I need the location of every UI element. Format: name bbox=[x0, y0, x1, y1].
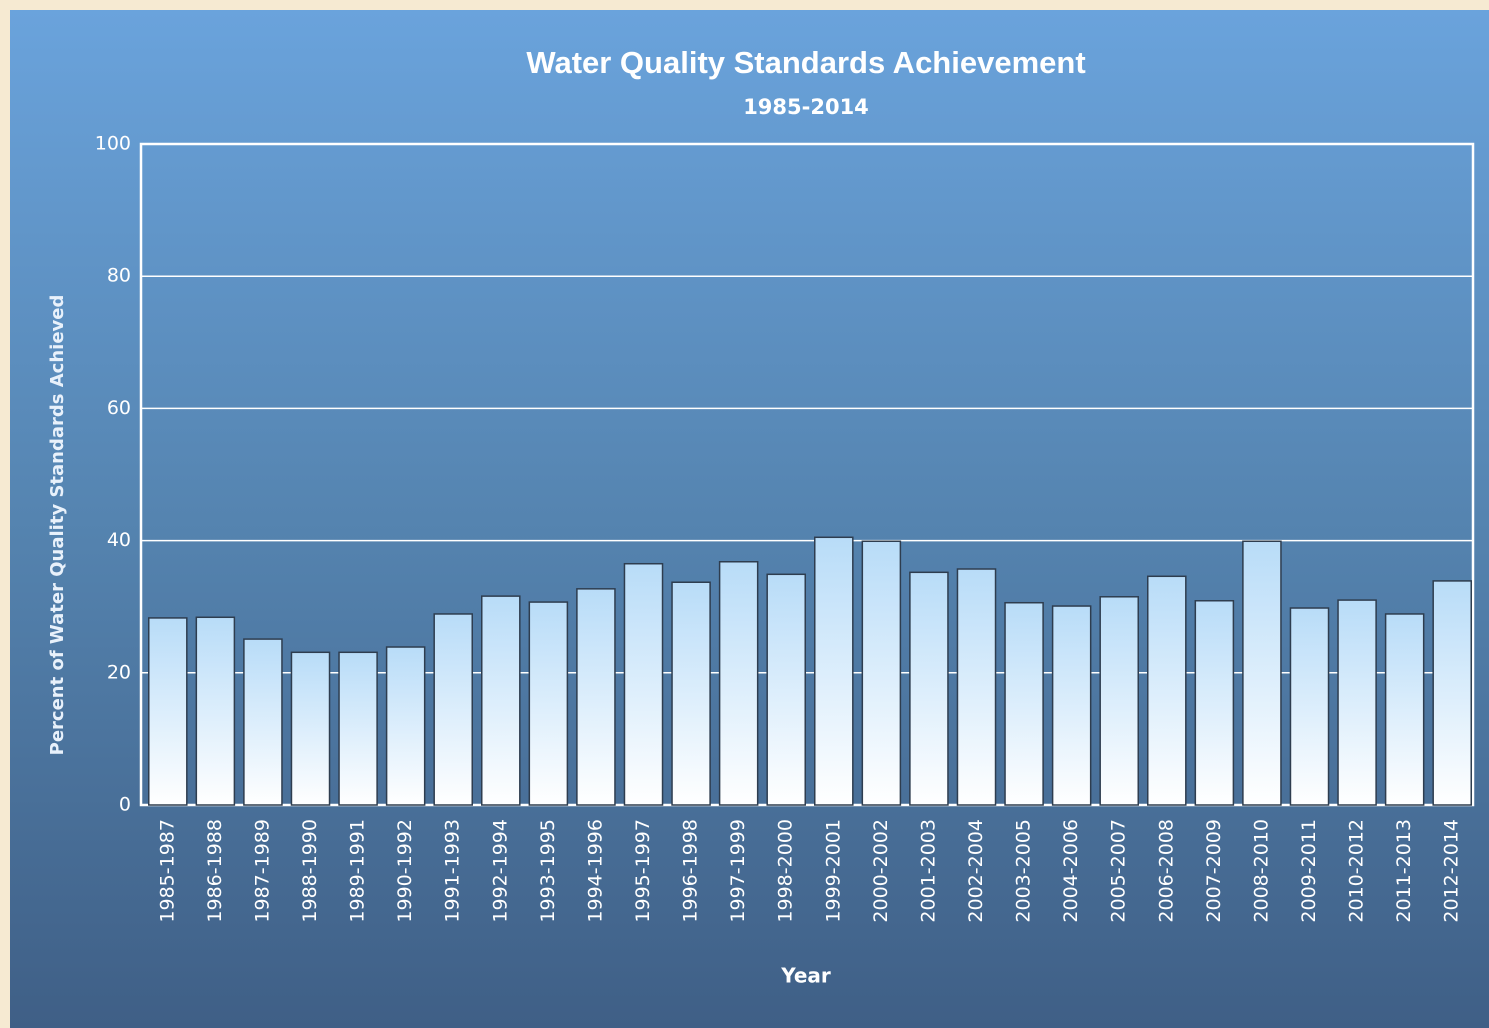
y-axis-title: Percent of Water Quality Standards Achie… bbox=[47, 295, 68, 756]
x-tick-label: 2011-2013 bbox=[1393, 819, 1415, 923]
bar bbox=[1194, 600, 1235, 806]
bar bbox=[1432, 580, 1472, 806]
bar bbox=[576, 588, 616, 806]
bar bbox=[433, 613, 473, 806]
bar bbox=[1004, 601, 1044, 806]
bar bbox=[861, 540, 902, 806]
x-tick-label: 1992-1994 bbox=[489, 819, 511, 923]
x-tick-label: 2007-2009 bbox=[1203, 819, 1225, 923]
x-tick-label: 2010-2012 bbox=[1346, 819, 1368, 923]
x-tick-label: 1996-1998 bbox=[680, 819, 702, 923]
x-tick-label: 1995-1997 bbox=[632, 819, 654, 923]
x-tick-label: 2001-2003 bbox=[917, 819, 939, 923]
x-tick-label: 1998-2000 bbox=[775, 819, 797, 923]
bar bbox=[623, 562, 664, 806]
bar bbox=[243, 638, 283, 806]
x-tick-label: 1987-1989 bbox=[251, 819, 273, 923]
bar bbox=[814, 536, 854, 806]
bar bbox=[1337, 599, 1377, 806]
x-tick-label: 2006-2008 bbox=[1155, 819, 1177, 923]
y-tick-label: 20 bbox=[107, 661, 131, 683]
x-tick-label: 2004-2006 bbox=[1060, 819, 1082, 923]
bar bbox=[290, 651, 331, 806]
bar bbox=[1289, 607, 1330, 806]
plot-border bbox=[139, 142, 1475, 807]
x-tick-label: 2000-2002 bbox=[870, 819, 892, 923]
bar bbox=[1384, 613, 1425, 806]
x-tick-label: 1991-1993 bbox=[442, 819, 464, 923]
x-tick-label: 2003-2005 bbox=[1013, 819, 1035, 923]
x-tick-label: 1988-1990 bbox=[299, 819, 321, 923]
bar bbox=[718, 561, 759, 806]
x-axis-title: Year bbox=[780, 964, 831, 988]
bar bbox=[1147, 575, 1187, 806]
bar bbox=[385, 646, 426, 806]
chart-subtitle: 1985-2014 bbox=[743, 95, 869, 119]
y-tick-label: 100 bbox=[95, 133, 131, 155]
chart-title: Water Quality Standards Achievement bbox=[526, 45, 1085, 80]
bar bbox=[671, 581, 711, 806]
x-tick-label: 1999-2001 bbox=[822, 819, 844, 923]
x-tick-label: 1985-1987 bbox=[156, 819, 178, 923]
y-tick-label: 40 bbox=[107, 529, 131, 551]
x-tick-label: 1990-1992 bbox=[394, 819, 416, 923]
x-tick-label: 2002-2004 bbox=[965, 819, 987, 923]
bar bbox=[909, 571, 949, 806]
x-tick-label: 1993-1995 bbox=[537, 819, 559, 923]
panel bbox=[10, 10, 1489, 1028]
x-tick-label: 1997-1999 bbox=[727, 819, 749, 923]
bar bbox=[195, 616, 236, 806]
x-tick-label: 1989-1991 bbox=[347, 819, 369, 923]
x-tick-label: 2009-2011 bbox=[1298, 819, 1320, 923]
bar bbox=[956, 568, 997, 806]
bar bbox=[528, 601, 569, 806]
x-tick-label: 2005-2007 bbox=[1108, 819, 1130, 923]
y-tick-label: 80 bbox=[107, 265, 131, 287]
bar bbox=[1099, 596, 1139, 806]
bar bbox=[766, 573, 806, 806]
bar bbox=[481, 595, 521, 806]
x-tick-label: 2012-2014 bbox=[1441, 819, 1463, 923]
x-tick-label: 2008-2010 bbox=[1250, 819, 1272, 923]
bar bbox=[338, 651, 378, 806]
y-tick-label: 60 bbox=[107, 397, 131, 419]
y-tick-label: 0 bbox=[119, 794, 131, 816]
bar bbox=[148, 617, 188, 806]
x-tick-label: 1994-1996 bbox=[584, 819, 606, 923]
x-tick-label: 1986-1988 bbox=[204, 819, 226, 923]
bar bbox=[1242, 540, 1282, 806]
bar bbox=[1051, 605, 1092, 806]
